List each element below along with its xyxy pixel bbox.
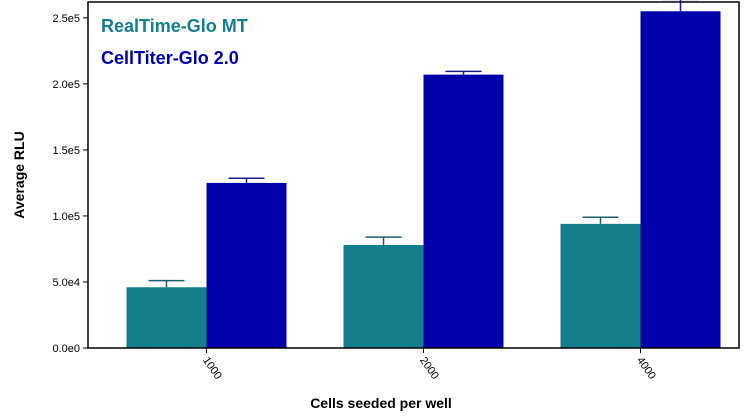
bar-realtime-glo-mt-2000 bbox=[343, 244, 424, 348]
x-tick-label: 4000 bbox=[634, 355, 658, 382]
legend-entry-realtime-glo: RealTime-Glo MT bbox=[101, 16, 248, 36]
bars-layer bbox=[126, 11, 721, 349]
bar-celltiter-glo-2-0-4000 bbox=[640, 11, 721, 349]
legend-entry-celltiter-glo: CellTiter-Glo 2.0 bbox=[101, 48, 239, 68]
bar-celltiter-glo-2-0-1000 bbox=[206, 182, 287, 348]
y-tick-label: 1.5e5 bbox=[52, 145, 80, 157]
y-tick-label: 1.0e5 bbox=[52, 211, 80, 223]
x-tick-label: 2000 bbox=[417, 355, 441, 382]
x-axis: 1000 2000 4000 bbox=[200, 348, 658, 382]
bar-celltiter-glo-2-0-2000 bbox=[423, 74, 504, 348]
y-tick-label: 2.5e5 bbox=[52, 13, 80, 25]
y-axis: 0.0e0 5.0e4 1.0e5 1.5e5 2.0e5 2.5e5 bbox=[52, 13, 88, 355]
y-tick-label: 5.0e4 bbox=[52, 277, 80, 289]
y-axis-title: Average RLU bbox=[11, 131, 27, 218]
y-tick-label: 0.0e0 bbox=[52, 343, 80, 355]
y-tick-label: 2.0e5 bbox=[52, 79, 80, 91]
x-tick-label: 1000 bbox=[200, 355, 224, 382]
legend: RealTime-Glo MT CellTiter-Glo 2.0 bbox=[101, 16, 248, 68]
bar-realtime-glo-mt-4000 bbox=[560, 223, 641, 348]
x-axis-title: Cells seeded per well bbox=[310, 395, 452, 411]
bar-realtime-glo-mt-1000 bbox=[126, 287, 207, 348]
plot-frame bbox=[87, 1, 740, 349]
